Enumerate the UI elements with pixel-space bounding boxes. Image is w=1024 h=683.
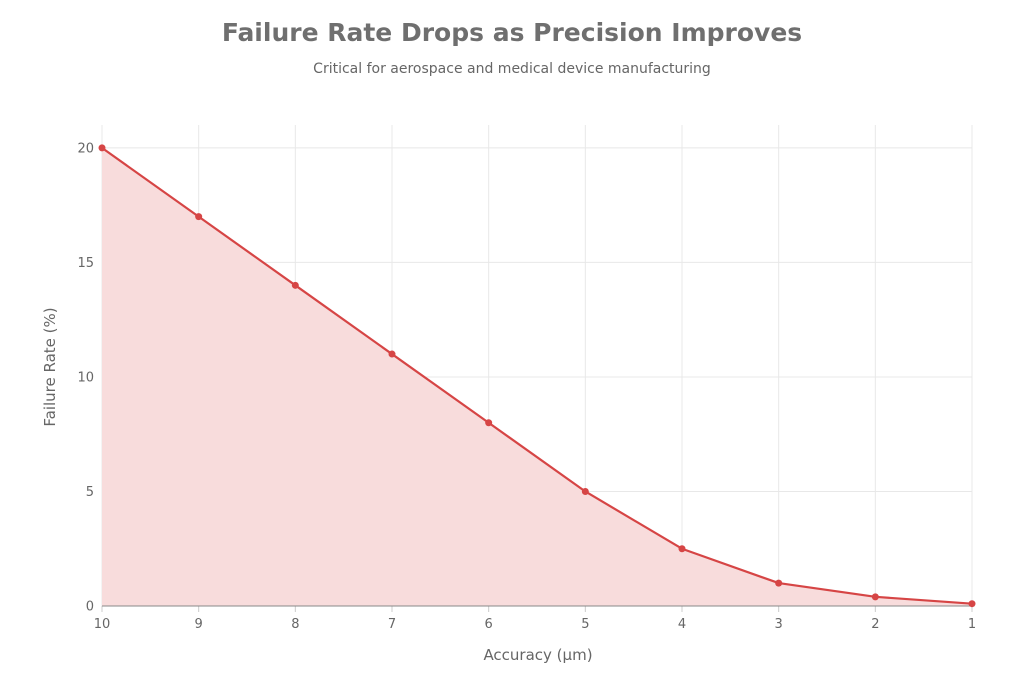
data-point	[291, 281, 299, 289]
y-axis-label: Failure Rate (%)	[41, 307, 59, 426]
data-point	[871, 593, 879, 601]
line-layer	[101, 147, 973, 605]
x-tick-label: 4	[678, 617, 686, 632]
chart-title: Failure Rate Drops as Precision Improves	[221, 18, 803, 47]
axis-layer	[101, 605, 973, 612]
x-tick-label: 9	[195, 617, 203, 632]
tick-labels: 0 5 10 15 20 10 9 8 7 6 5 4 3 2 1	[77, 141, 976, 632]
series-line	[101, 147, 973, 605]
data-point	[775, 579, 783, 587]
x-tick-label: 7	[388, 617, 396, 632]
data-point	[581, 487, 589, 495]
x-axis-label: Accuracy (µm)	[483, 646, 592, 664]
data-point	[388, 350, 396, 358]
data-point	[485, 419, 493, 427]
x-tick-label: 10	[94, 617, 111, 632]
x-tick-label: 6	[485, 617, 493, 632]
x-tick-label: 2	[871, 617, 879, 632]
chart-subtitle: Critical for aerospace and medical devic…	[313, 61, 711, 77]
x-tick-label: 8	[291, 617, 299, 632]
data-point	[968, 600, 976, 608]
data-point	[98, 144, 106, 152]
area-layer	[102, 147, 972, 606]
area-fill	[102, 147, 972, 606]
x-tick-label: 3	[775, 617, 783, 632]
y-tick-label: 20	[77, 141, 94, 156]
y-tick-label: 5	[86, 485, 94, 500]
y-tick-label: 15	[77, 256, 94, 271]
x-tick-label: 5	[581, 617, 589, 632]
x-tick-label: 1	[968, 617, 976, 632]
point-layer	[98, 144, 976, 608]
data-point	[678, 545, 686, 553]
data-point	[195, 213, 203, 221]
y-tick-label: 10	[77, 370, 94, 385]
y-tick-label: 0	[86, 600, 94, 615]
